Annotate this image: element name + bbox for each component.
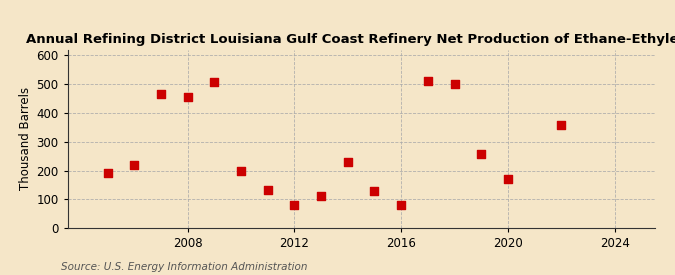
Point	[263, 188, 273, 192]
Point	[369, 189, 380, 193]
Point	[102, 171, 113, 176]
Title: Annual Refining District Louisiana Gulf Coast Refinery Net Production of Ethane-: Annual Refining District Louisiana Gulf …	[26, 32, 675, 46]
Point	[342, 160, 353, 164]
Point	[316, 194, 327, 198]
Point	[182, 95, 193, 99]
Point	[396, 202, 406, 207]
Y-axis label: Thousand Barrels: Thousand Barrels	[19, 87, 32, 190]
Point	[423, 79, 433, 83]
Point	[556, 123, 567, 127]
Text: Source: U.S. Energy Information Administration: Source: U.S. Energy Information Administ…	[61, 262, 307, 272]
Point	[289, 202, 300, 207]
Point	[502, 177, 513, 181]
Point	[209, 80, 220, 84]
Point	[236, 169, 246, 174]
Point	[449, 82, 460, 86]
Point	[476, 152, 487, 156]
Point	[129, 163, 140, 167]
Point	[155, 92, 166, 97]
